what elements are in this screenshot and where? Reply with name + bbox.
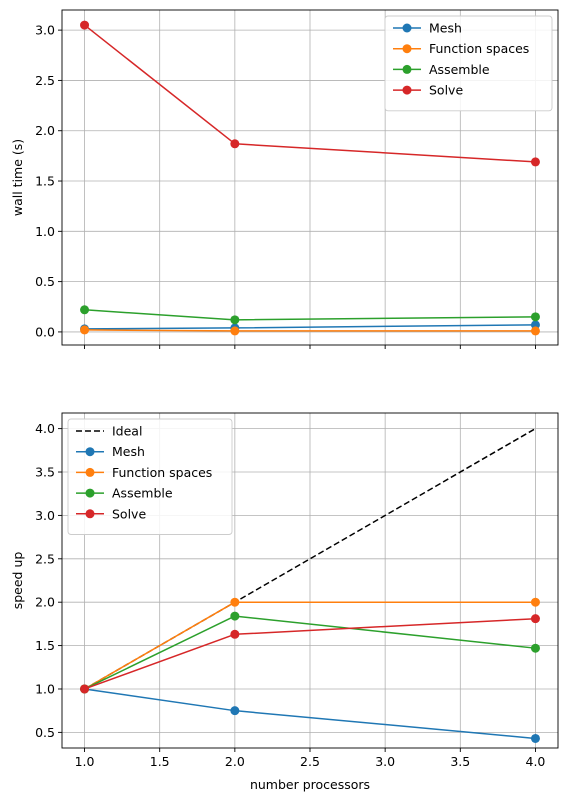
y-tick-label: 0.0	[35, 324, 55, 339]
data-point	[530, 597, 540, 607]
x-tick-label: 3.0	[375, 754, 395, 769]
y-tick-label: 2.5	[35, 73, 55, 88]
data-point	[230, 139, 240, 149]
y-axis-label: wall time (s)	[10, 139, 25, 216]
data-point	[80, 325, 90, 335]
y-tick-label: 3.0	[35, 23, 55, 38]
legend-label: Function spaces	[112, 465, 212, 480]
speed-up-panel: 1.0 1.5 2.0 2.5 3.0 3.5 4.0 0.5 1.0 1.5 2.0 2.5 3.0 3…	[10, 412, 559, 792]
data-point	[530, 312, 540, 322]
y-tick-label: 0.5	[35, 725, 55, 740]
x-tick-label: 4.0	[526, 754, 546, 769]
y-tick-label: 1.5	[35, 174, 55, 189]
y-tick-label: 2.0	[35, 595, 55, 610]
y-axis-label: speed up	[10, 552, 25, 610]
legend: Mesh Function spaces Assemble Solve	[384, 15, 553, 112]
data-point	[80, 305, 90, 315]
y-tick-label: 1.5	[35, 638, 55, 653]
data-point	[80, 20, 90, 30]
legend-swatch-marker	[402, 64, 412, 74]
x-tick-label: 3.5	[450, 754, 470, 769]
wall-time-panel: 0.0 0.5 1.0 1.5 2.0 2.5 3.0 wall time (s) Mesh Fu…	[10, 9, 559, 349]
data-point	[230, 706, 240, 716]
legend-label: Assemble	[429, 62, 490, 77]
legend-label: Function spaces	[429, 41, 529, 56]
legend-swatch-marker	[402, 23, 412, 33]
legend-swatch-marker	[85, 509, 95, 519]
x-tick-label: 1.5	[150, 754, 170, 769]
data-point	[530, 643, 540, 653]
legend: Ideal Mesh Function spaces Assemble Solve	[67, 418, 233, 535]
x-tick-label: 2.0	[225, 754, 245, 769]
legend-label: Solve	[429, 83, 463, 98]
legend-label: Mesh	[429, 21, 462, 36]
y-tick-label: 4.0	[35, 421, 55, 436]
legend-label: Assemble	[112, 486, 173, 501]
data-point	[530, 733, 540, 743]
data-point	[530, 157, 540, 167]
legend-swatch-marker	[85, 488, 95, 498]
y-tick-label: 3.0	[35, 508, 55, 523]
x-axis-label: number processors	[250, 777, 370, 792]
legend-swatch-marker	[402, 85, 412, 95]
y-tick-label: 2.5	[35, 551, 55, 566]
legend-box	[67, 418, 233, 535]
data-point	[230, 629, 240, 639]
data-point	[230, 326, 240, 336]
legend-box	[384, 15, 553, 112]
y-tick-label: 3.5	[35, 465, 55, 480]
data-point	[80, 684, 90, 694]
legend-swatch-marker	[85, 447, 95, 457]
data-point	[530, 614, 540, 624]
legend-swatch-marker	[402, 44, 412, 54]
legend-swatch-marker	[85, 467, 95, 477]
x-tick-label: 1.0	[75, 754, 95, 769]
y-tick-label: 1.0	[35, 224, 55, 239]
x-tick-label: 2.5	[300, 754, 320, 769]
legend-label: Solve	[112, 506, 146, 521]
data-point	[530, 326, 540, 336]
y-tick-label: 1.0	[35, 681, 55, 696]
data-point	[230, 597, 240, 607]
legend-label: Mesh	[112, 444, 145, 459]
y-tick-label: 0.5	[35, 274, 55, 289]
y-tick-label: 2.0	[35, 123, 55, 138]
data-point	[230, 611, 240, 621]
legend-label: Ideal	[112, 424, 142, 439]
data-point	[230, 315, 240, 325]
